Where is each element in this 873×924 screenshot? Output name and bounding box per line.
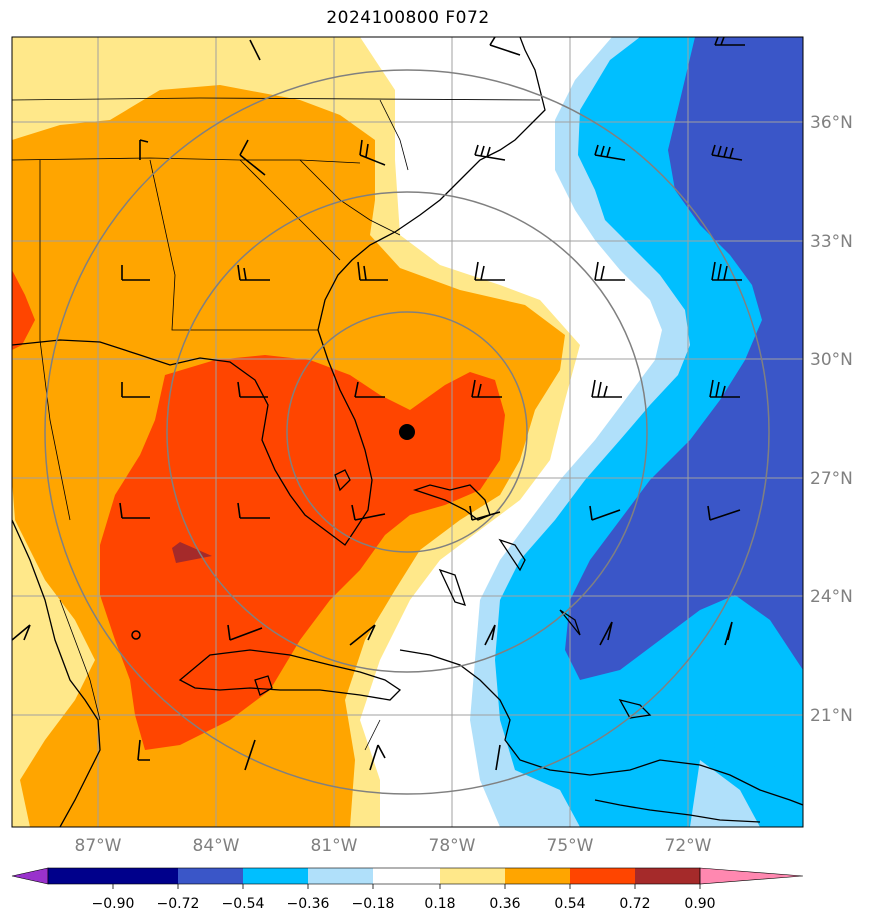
small-circle-marker (131, 630, 141, 640)
lon-label: 72°W (665, 836, 712, 856)
coastlines (12, 37, 803, 827)
colorbar-tick-label: 0.54 (554, 896, 585, 912)
field-blue (565, 37, 803, 680)
colorbar-segment (635, 868, 700, 884)
colorbar-tick-label: −0.36 (287, 896, 330, 912)
storm-center-marker (399, 424, 415, 440)
colorbar-segment (48, 868, 113, 884)
lon-label: 87°W (75, 836, 122, 856)
colorbar-tick-label: 0.36 (489, 896, 520, 912)
colorbar-tick-label: −0.90 (92, 896, 135, 912)
colorbar-extend-low (11, 867, 49, 885)
field-red-orange-west (12, 270, 35, 350)
wind-barbs (12, 37, 745, 771)
colorbar-tick-label: −0.72 (157, 896, 200, 912)
map-frame (11, 36, 804, 828)
lat-label: 24°N (810, 587, 853, 607)
lat-label: 30°N (810, 350, 853, 370)
lat-label: 21°N (810, 706, 853, 726)
colorbar-segment (308, 868, 373, 884)
latitude-labels: 36°N 33°N 30°N 27°N 24°N 21°N (810, 113, 853, 726)
colorbar-segment (570, 868, 635, 884)
lon-label: 81°W (311, 836, 358, 856)
map-title: 2024100800 F072 (326, 8, 490, 28)
range-rings (44, 69, 770, 795)
map-panel (12, 37, 803, 827)
colorbar-tick-label: −0.18 (352, 896, 395, 912)
colorbar-extend-high (699, 867, 804, 885)
graticule (12, 37, 803, 827)
lon-label: 78°W (429, 836, 476, 856)
colorbar-segment (243, 868, 308, 884)
field-light-blue-south (690, 760, 760, 827)
colorbar-tick-label: 0.72 (619, 896, 650, 912)
colorbar-frame (47, 867, 701, 885)
colorbar-segment (178, 868, 243, 884)
lat-label: 36°N (810, 113, 853, 133)
field-red-orange (100, 355, 505, 750)
colorbar-tick-label: 0.18 (424, 896, 455, 912)
lon-label: 84°W (193, 836, 240, 856)
longitude-labels: 87°W 84°W 81°W 78°W 75°W 72°W (75, 836, 712, 856)
colorbar-segment (440, 868, 505, 884)
lat-label: 33°N (810, 232, 853, 252)
colorbar-tick-label: 0.90 (684, 896, 715, 912)
colorbar-ticks (112, 884, 701, 889)
colorbar: −0.90 −0.72 −0.54 −0.36 −0.18 0.18 0.36 … (11, 867, 804, 912)
political-borders (12, 97, 541, 751)
colorbar-segment (373, 868, 440, 884)
colorbar-tick-label: −0.54 (222, 896, 265, 912)
colorbar-segment (113, 868, 178, 884)
lat-label: 27°N (810, 469, 853, 489)
lon-label: 75°W (547, 836, 594, 856)
colorbar-segment (505, 868, 570, 884)
